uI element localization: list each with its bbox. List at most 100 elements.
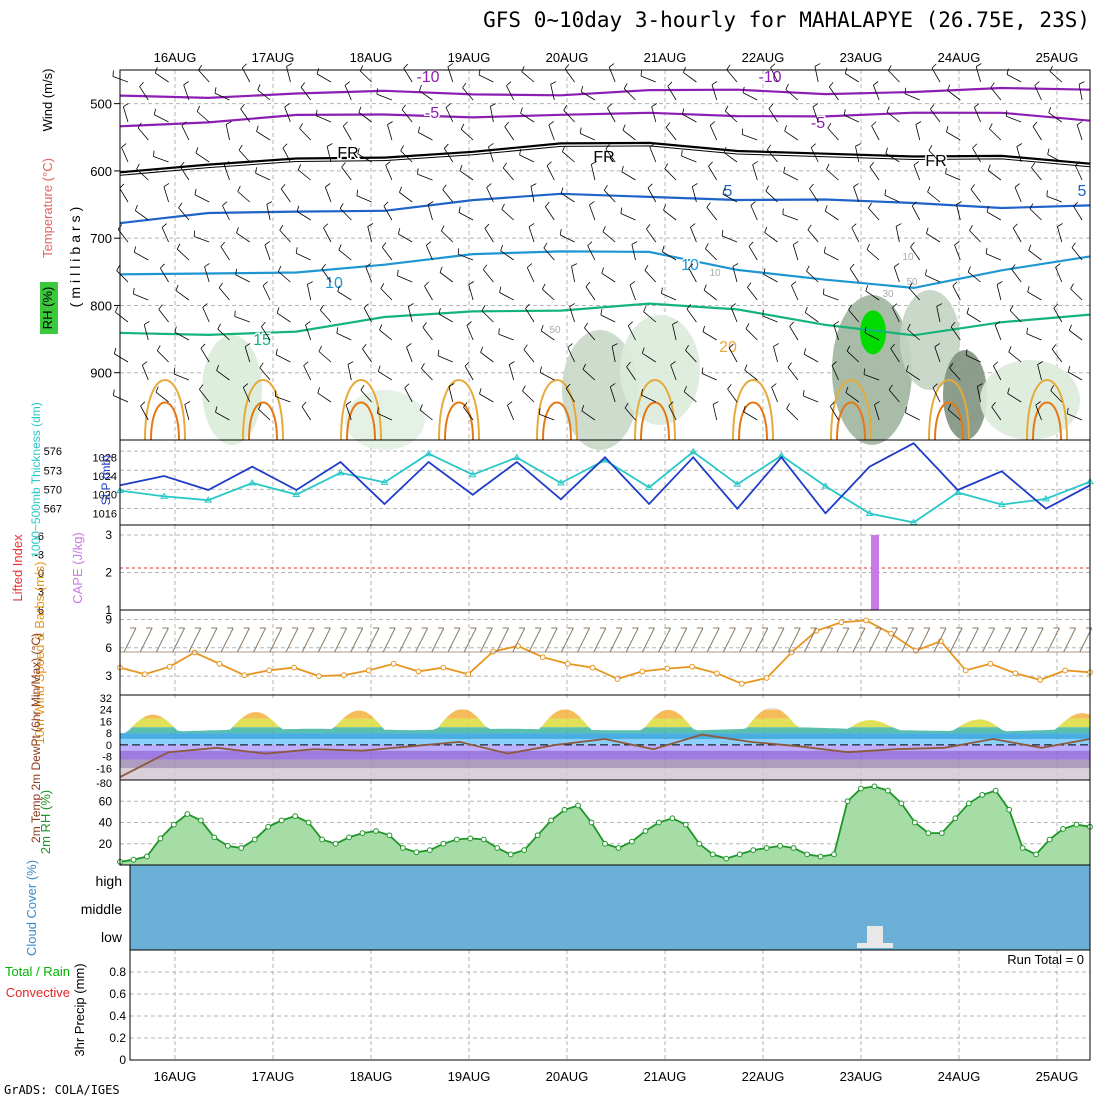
wind-barb-flag (406, 343, 412, 348)
wind-barb-flag (849, 263, 855, 269)
wind-barb (845, 73, 860, 83)
wind-barb (662, 251, 677, 261)
wind-speed-point (440, 664, 447, 671)
wind-barb (175, 290, 190, 301)
wind-barb-flag (1011, 264, 1016, 270)
wind-barb (810, 147, 819, 163)
wind-barb (154, 114, 169, 123)
wind-barb-flag (1009, 305, 1014, 311)
wind-barb-flag (763, 268, 766, 275)
wind-barb-flag (140, 401, 146, 407)
wind-barb (379, 329, 393, 341)
wind-barb-flag (1050, 385, 1055, 391)
ytick-label-wind: 3 (105, 669, 112, 683)
wind10m-barb (382, 627, 396, 653)
wind-barb-flag (844, 67, 848, 74)
wind-barb (324, 186, 332, 203)
wind-barb (750, 205, 758, 221)
wind-barb-flag (509, 361, 515, 365)
wind-barb-flag (843, 109, 846, 116)
label-cloud: Cloud Cover (%) (24, 860, 39, 956)
isotherm-line (119, 192, 1091, 225)
wind-barb (833, 324, 839, 341)
wind-barb (425, 245, 433, 261)
wind-barb (344, 85, 352, 101)
wind-barb (223, 164, 230, 181)
warm-contour (144, 379, 186, 441)
wind10m-barb (1014, 627, 1028, 653)
wind-barb (337, 291, 352, 301)
wind-barb (975, 66, 981, 83)
wind-barb (906, 370, 920, 381)
wind-barb (563, 110, 575, 123)
rh2m-point (911, 819, 918, 826)
rh2m-point (642, 828, 649, 834)
contour-label: 30 (882, 289, 894, 300)
isotherm-line (119, 111, 1091, 128)
wind-barb-flag (952, 281, 958, 287)
wind-speed-point (763, 675, 770, 681)
date-label-top: 24AUG (938, 50, 981, 65)
wind-barb-flag (936, 303, 943, 307)
wind-barb-flag (950, 322, 956, 328)
wind-barb-flag (1051, 344, 1057, 350)
wind-barb (184, 404, 190, 421)
wind-speed-point (266, 667, 273, 674)
wind-barb-flag (803, 348, 806, 355)
wind-barb-flag (548, 121, 554, 126)
wind-barb (235, 274, 250, 283)
wind-barb-flag (649, 143, 655, 148)
wind-barb-flag (542, 283, 546, 290)
wind-barb (1049, 70, 1063, 83)
rh2m-point (480, 836, 487, 843)
wind-barb (220, 246, 230, 261)
wind-speed-point (241, 672, 248, 679)
thickness-point (953, 488, 962, 496)
date-label-top: 16AUG (154, 50, 197, 65)
wind-barb-flag (884, 189, 887, 196)
wind-barb-flag (377, 407, 379, 414)
wind-barb (853, 186, 860, 203)
wind-barb (765, 190, 778, 203)
wind-barb-flag (564, 64, 570, 70)
wind-barb-flag (318, 345, 322, 352)
wind-barb-flag (945, 167, 947, 174)
wind-barb-flag (706, 202, 711, 208)
wind-barb-flag (990, 82, 995, 88)
wind-barb (377, 412, 393, 421)
wind10m-barb (820, 627, 834, 653)
wind-barb (403, 68, 413, 83)
wind-barb-flag (238, 144, 243, 151)
wind-barb-flag (829, 401, 835, 407)
wind10m-barb (350, 627, 364, 653)
wind-barb (179, 166, 190, 181)
wind-speed-point (1062, 667, 1069, 674)
wind-barb (466, 325, 474, 341)
wind-barb-flag (530, 183, 537, 187)
label-precip: 3hr Precip (mm) (72, 963, 87, 1056)
legend-total-rain: Total / Rain (5, 964, 70, 979)
wind-barb (908, 287, 920, 301)
wind-barb (686, 308, 697, 323)
wind-barb-flag (571, 263, 578, 267)
wind-barb (447, 66, 454, 83)
wind-barb-flag (682, 108, 685, 115)
wind-barb (732, 266, 738, 283)
wind-barb-flag (419, 85, 422, 91)
wind10m-barb (479, 627, 493, 653)
wind-barb (807, 229, 819, 243)
wind-barb-flag (603, 184, 608, 191)
wind-barb-flag (868, 202, 872, 209)
wind-barb (504, 126, 515, 141)
wind-barb (571, 266, 575, 283)
ytick-label-temp: 0 (106, 740, 112, 752)
wind-barb-flag (540, 325, 544, 331)
date-label-bottom: 19AUG (448, 1069, 491, 1084)
wind-barb (406, 346, 413, 363)
wind-barb-flag (661, 245, 665, 252)
wind-barb-flag (504, 121, 509, 127)
footer-credit: GrADS: COLA/IGES (4, 1083, 120, 1097)
wind-barb (1032, 126, 1042, 141)
label-rh: RH (%) (40, 287, 55, 330)
wind-barb-flag (977, 383, 983, 387)
